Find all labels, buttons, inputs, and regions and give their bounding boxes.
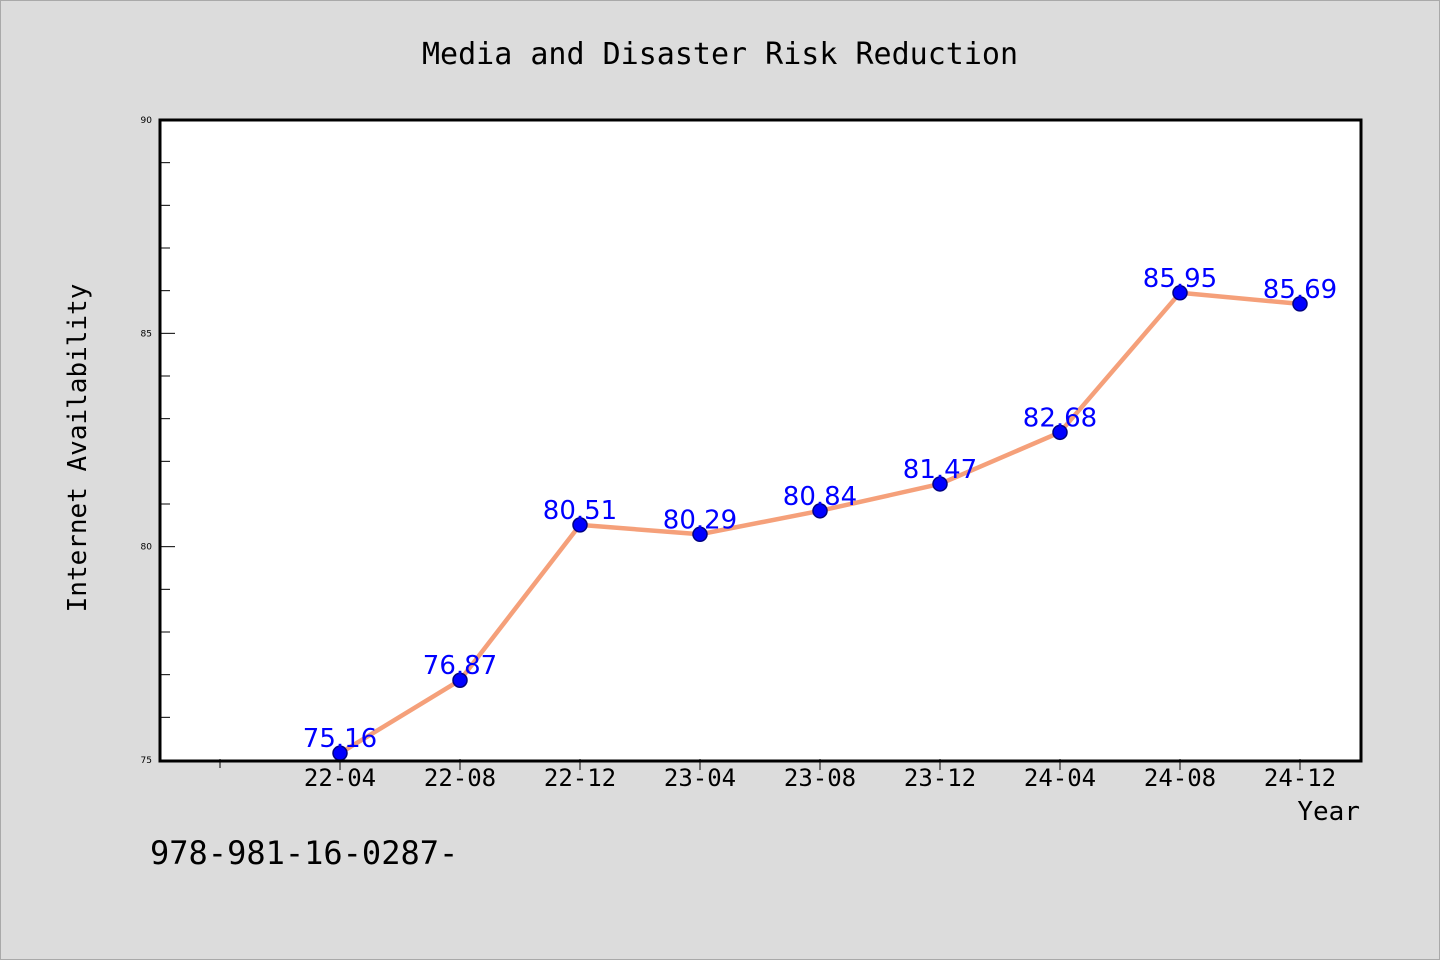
x-tick-label: 24-08 [1144,764,1216,792]
data-value-label: 80.29 [663,505,737,535]
y-minor-ticks [161,162,170,718]
data-value-label: 82.68 [1023,403,1097,433]
data-point [572,517,588,533]
data-point [1052,424,1068,441]
data-markers [332,285,1308,761]
plot-area [160,120,1361,761]
x-tick-label: 23-12 [904,764,976,792]
data-value-label: 85.69 [1263,275,1337,305]
data-value-label: 81.47 [903,455,977,485]
data-point [692,526,708,543]
y-axis-label: Internet Availability [63,284,93,613]
x-tick-label: 23-08 [784,764,856,792]
footer-note: 978-981-16-0287- [150,834,458,872]
x-tick-label: 22-12 [544,764,616,792]
y-tick-label: 75 [141,756,152,766]
data-value-label: 76.87 [423,651,497,681]
data-value-label: 75.16 [303,724,377,754]
data-point [452,672,468,688]
y-tick-label: 85 [141,329,152,339]
plot-frame [158,118,1363,763]
x-axis-label: Year [1297,797,1360,827]
x-axis-ticks: 22-04 22-08 22-12 23-04 23-08 23-12 24-04 24-08… [219,759,1336,792]
data-point [1172,285,1188,301]
data-value-label: 80.51 [543,496,617,526]
data-value-label: 85.95 [1143,264,1217,294]
chart-title: Media and Disaster Risk Reduction [422,37,1018,72]
y-tick-label: 90 [141,116,153,126]
data-value-label: 80.84 [783,482,857,512]
data-point [812,503,828,519]
x-tick-label: 22-08 [424,764,496,792]
x-tick-label: 24-12 [1264,764,1336,792]
data-value-labels: 75.16 76.87 80.51 80.29 80.84 81.47 82.68 85.95… [303,264,1337,754]
x-tick-label: 22-04 [304,764,376,792]
x-tick-label: 23-04 [664,764,736,792]
data-point [1292,296,1308,312]
x-tick-label: 24-04 [1024,764,1096,792]
y-tick-label: 80 [141,543,153,553]
data-point [932,476,948,492]
